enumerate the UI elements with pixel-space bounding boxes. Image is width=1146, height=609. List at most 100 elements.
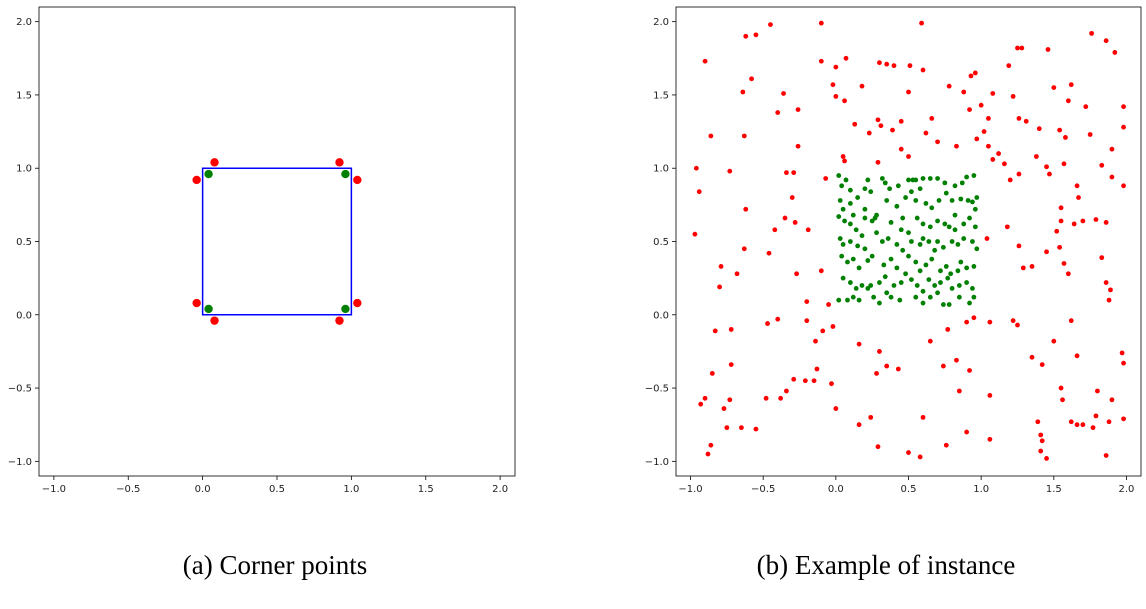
red-point: [1044, 249, 1049, 255]
green-point: [920, 236, 926, 241]
green-point: [906, 230, 911, 236]
red-point: [946, 83, 952, 89]
green-point: [898, 280, 904, 285]
red-point: [833, 406, 839, 411]
y-tick-label: 0.0: [653, 310, 669, 321]
red-point: [964, 429, 970, 435]
red-point: [990, 157, 996, 162]
red-point: [987, 436, 993, 442]
green-point: [917, 242, 923, 247]
green-point: [917, 268, 923, 274]
red-point: [884, 61, 890, 67]
y-tick-label: 1.0: [653, 164, 669, 175]
red-point: [728, 362, 734, 368]
x-tick-label: 2.0: [1119, 484, 1135, 495]
red-point: [718, 264, 724, 269]
chart-example-instance: −1.0 −0.5 0.0 0.5 1.0 1.5 2.0 −1.0 −0.5 0.0 0.5 1.0…: [645, 6, 1142, 495]
green-point: [847, 280, 853, 285]
red-point: [954, 357, 959, 363]
red-point: [738, 425, 744, 431]
red-point: [791, 376, 797, 382]
red-point: [923, 130, 929, 136]
red-point: [727, 397, 733, 403]
green-point: [900, 247, 906, 253]
green-point: [938, 268, 943, 274]
chart-corner-points: −1.0 −0.5 0.0 0.5 1.0 1.5 2.0 −1.0 −0.5 0.0 0.5 1.0…: [8, 6, 516, 495]
green-point: [862, 186, 868, 192]
red-point: [811, 378, 817, 384]
green-point: [840, 206, 846, 212]
green-point: [903, 271, 908, 277]
y-tick-label: −0.5: [645, 384, 669, 395]
green-point: [945, 275, 951, 281]
green-point: [952, 227, 958, 233]
red-point: [919, 20, 924, 26]
red-point: [795, 143, 801, 149]
green-point: [920, 176, 926, 181]
green-point: [946, 302, 952, 307]
red-point: [1103, 280, 1109, 285]
x-tick-label: 1.0: [343, 484, 359, 495]
red-point: [1080, 422, 1086, 428]
red-point: [859, 83, 865, 89]
red-point: [1019, 45, 1025, 51]
x-tick-label: 0.5: [901, 484, 917, 495]
green-point: [862, 206, 868, 212]
red-point: [782, 215, 788, 221]
green-point: [906, 253, 911, 259]
green-point: [955, 268, 961, 274]
axes-frame: [675, 6, 1142, 477]
green-point: [909, 277, 914, 283]
green-point: [872, 215, 878, 221]
red-point: [1095, 388, 1100, 394]
green-point: [952, 183, 958, 189]
green-point: [965, 198, 971, 203]
red-point: [727, 168, 733, 174]
green-point: [970, 199, 975, 205]
green-point: [949, 239, 955, 244]
red-point: [1103, 453, 1109, 458]
y-tick-label: 1.5: [16, 90, 32, 101]
green-point: [920, 221, 926, 227]
green-point: [903, 195, 908, 200]
green-point: [923, 262, 929, 268]
green-point: [961, 236, 967, 241]
green-point: [906, 177, 911, 183]
red-point: [1087, 132, 1093, 137]
red-point: [1093, 217, 1099, 222]
green-point: [855, 243, 861, 249]
red-point: [1106, 297, 1112, 303]
red-point: [818, 20, 824, 26]
red-point: [353, 175, 362, 185]
red-point: [693, 165, 699, 171]
green-point: [859, 283, 865, 288]
green-point: [972, 206, 978, 212]
red-point: [1074, 183, 1080, 189]
green-point: [887, 186, 893, 192]
green-point: [961, 221, 967, 227]
green-point: [847, 239, 853, 244]
green-point: [879, 176, 885, 181]
red-point: [802, 378, 808, 384]
green-point: [971, 294, 977, 300]
green-point: [958, 259, 964, 265]
red-point: [814, 366, 820, 372]
red-point: [826, 302, 831, 307]
red-point: [353, 298, 362, 308]
red-point: [1121, 124, 1126, 130]
red-point: [891, 63, 897, 69]
red-point: [1109, 146, 1115, 152]
red-point: [1119, 350, 1125, 356]
red-point: [884, 363, 890, 369]
red-point: [978, 102, 984, 108]
red-point: [749, 76, 754, 82]
red-point: [907, 63, 913, 69]
green-point: [970, 239, 975, 244]
red-point: [804, 318, 810, 324]
red-point: [1047, 171, 1052, 177]
green-point: [913, 177, 919, 183]
green-point: [935, 239, 940, 244]
red-point: [920, 67, 926, 73]
y-tick-label: 2.0: [653, 17, 669, 28]
x-tick-label: −0.5: [116, 484, 140, 495]
